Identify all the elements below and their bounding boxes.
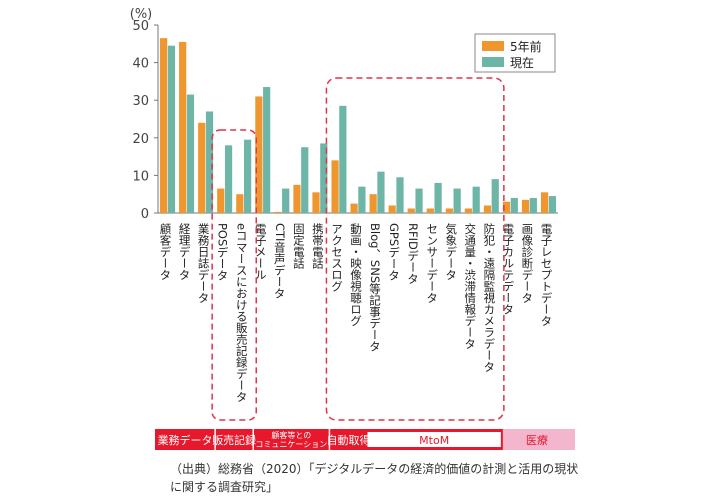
bar-current (186, 94, 195, 213)
category-label: POSデータ (216, 223, 230, 281)
category-label: 顧客データ (159, 222, 173, 280)
y-tick-label: 0 (141, 207, 149, 222)
highlight-box-auto (325, 77, 505, 421)
bar-five-years-ago (312, 192, 320, 213)
highlight-box-sales (211, 129, 257, 421)
bar-five-years-ago (350, 203, 358, 213)
category-label: 経理データ (178, 223, 192, 281)
bar-current (434, 182, 442, 213)
bar-five-years-ago (236, 194, 244, 213)
highlight-boxes (211, 77, 505, 421)
bar-current (396, 177, 404, 213)
y-tick-label: 10 (132, 169, 149, 184)
category-label: Blog、SNS等記事データ (368, 223, 382, 352)
y-tick-label: 20 (132, 132, 149, 147)
category-label: CTI音声データ (273, 223, 287, 299)
bar-current (548, 196, 556, 213)
bar-current (301, 147, 309, 213)
category-label: 動画・映像視聴ログ (349, 222, 363, 326)
bar-current (244, 139, 252, 213)
legend-label: 現在 (510, 56, 534, 70)
category-labels: 顧客データ 経理データ 業務日誌データ POSデータ eコマースにおける販売記録データ電… (159, 222, 554, 402)
bar-five-years-ago (331, 160, 339, 213)
bar-current (358, 186, 366, 213)
y-tick-label: 30 (132, 94, 149, 109)
bar-five-years-ago (179, 41, 187, 213)
legend-swatch (482, 57, 504, 67)
category-label: 気象データ (444, 222, 458, 280)
bar-five-years-ago (217, 188, 225, 213)
category-label: 交通量・渋滞情報データ (463, 222, 477, 349)
bar-five-years-ago (483, 205, 492, 213)
bar-five-years-ago (540, 192, 549, 213)
bar-five-years-ago (369, 194, 377, 213)
bar-current (510, 197, 518, 213)
group-label: 業務データ (158, 433, 213, 447)
bar-current (263, 87, 271, 213)
category-label: GPSデータ (387, 223, 401, 281)
bar-five-years-ago (274, 211, 282, 213)
bar-current (320, 143, 328, 213)
category-label: アクセスログ (330, 223, 344, 292)
category-label: 固定電話 (292, 223, 306, 270)
bar-current (453, 188, 461, 213)
bar-current (167, 45, 176, 214)
bar-five-years-ago (255, 96, 263, 213)
bar-current (339, 105, 347, 213)
bar-current (377, 171, 385, 213)
group-medical (502, 429, 575, 450)
bars (160, 38, 556, 214)
legend-swatch (482, 41, 504, 51)
group-sub-mtom (367, 432, 501, 447)
bar-current (282, 188, 290, 213)
category-label: 業務日誌データ (197, 223, 211, 304)
bar-current (529, 197, 537, 213)
category-label: 電子メール (254, 223, 268, 281)
y-tick-label: 50 (132, 19, 149, 34)
y-unit-label: (%) (130, 7, 153, 22)
bar-five-years-ago (407, 208, 415, 213)
bar-five-years-ago (198, 122, 206, 213)
y-tick-label: 40 (132, 57, 149, 72)
category-label: 防犯・遠隔監視カメラデータ (482, 222, 496, 372)
category-label: 画像診断データ (520, 223, 534, 304)
group-label: 医療 (526, 433, 548, 447)
source-note: （出典）総務省（2020）「デジタルデータの経済的価値の計測と活用の現状に関する… (170, 462, 579, 494)
bar-current (415, 188, 423, 213)
group-label: 顧客等との (271, 430, 311, 440)
category-label: 携帯電話 (311, 222, 325, 270)
bar-five-years-ago (445, 208, 453, 213)
group-label: 自動取得 (326, 433, 370, 447)
category-label: RFIDデータ (406, 223, 420, 284)
bar-five-years-ago (388, 205, 396, 213)
bar-five-years-ago (502, 201, 511, 213)
bar-five-years-ago (426, 208, 434, 213)
bar-five-years-ago (293, 184, 301, 213)
category-label: 電子カルテデータ (501, 223, 515, 315)
bar-current (472, 186, 480, 213)
bar-five-years-ago (464, 208, 472, 213)
group-label: コミュニケーション (255, 440, 327, 449)
legend-label: 5年前 (510, 39, 542, 54)
bar-current (224, 145, 233, 213)
bar-five-years-ago (160, 38, 168, 213)
bar-five-years-ago (521, 199, 530, 213)
category-label: 電子レセプトデータ (539, 223, 553, 327)
bar-current (205, 111, 214, 213)
y-axis: 0 10 20 30 40 50 (132, 19, 558, 222)
bar-current (491, 179, 499, 213)
group-sub-label: MtoM (419, 434, 449, 447)
category-label: eコマースにおける販売記録データ (235, 223, 249, 403)
category-label: センサーデータ (425, 223, 439, 304)
group-label: 販売記録 (212, 433, 256, 447)
